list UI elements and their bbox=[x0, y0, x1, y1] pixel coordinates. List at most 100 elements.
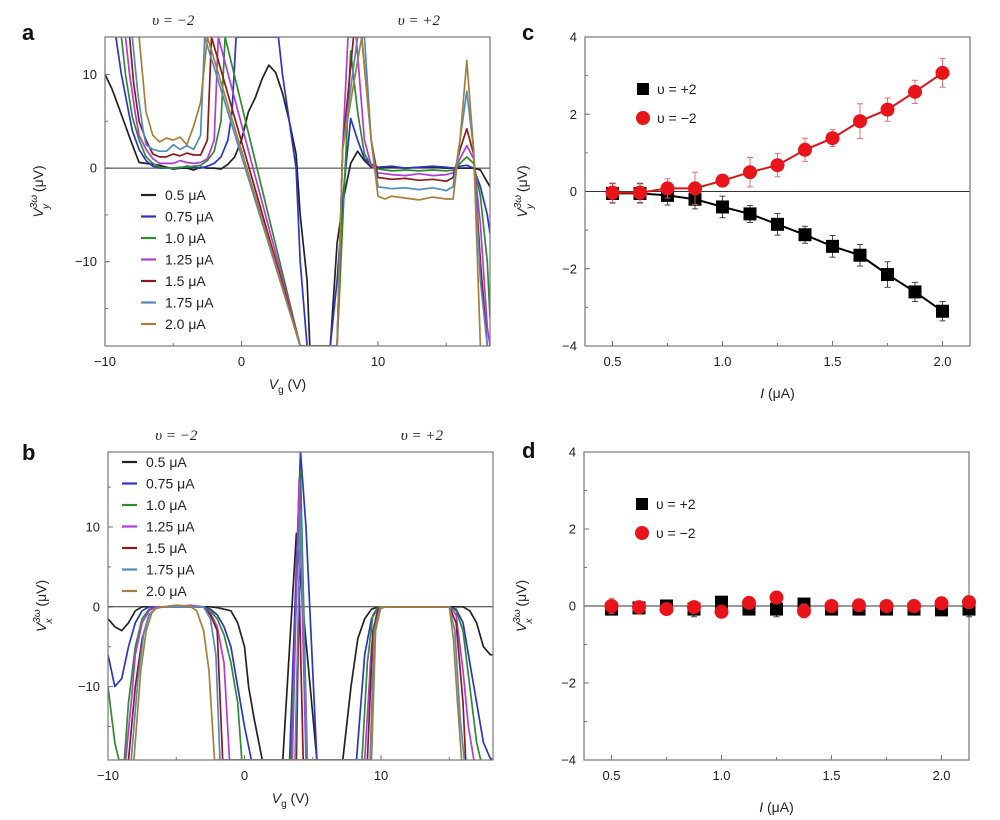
filling-factor-label: υ = +2 bbox=[398, 13, 441, 29]
filling-factor-label: υ = +2 bbox=[401, 428, 444, 444]
panel-letter-d: d bbox=[522, 438, 535, 463]
x-tick-label: −10 bbox=[94, 354, 116, 369]
x-tick-label: 1.0 bbox=[712, 768, 730, 783]
data-point-circle bbox=[798, 142, 812, 157]
x-tick-label: −10 bbox=[97, 768, 119, 783]
plot-frame bbox=[104, 36, 491, 347]
data-point-circle bbox=[879, 599, 894, 613]
data-point-circle bbox=[853, 114, 867, 129]
panel-d-chart: 0.5 1.0 1.5 2.0 −4 −2 0 2 4 υ = +2 υ = −2 I (μA) V3ω… bbox=[512, 445, 976, 815]
x-tick-label: 10 bbox=[371, 354, 385, 369]
data-point-circle bbox=[825, 131, 840, 146]
data-point-circle bbox=[962, 595, 976, 610]
y-tick-label: 0 bbox=[90, 161, 97, 176]
data-point-circle bbox=[688, 181, 702, 196]
data-point-circle bbox=[935, 65, 950, 80]
y-tick-label: −10 bbox=[78, 679, 100, 694]
filling-factor-label: υ = −2 bbox=[152, 13, 195, 29]
legend-label: 1.0 μA bbox=[165, 230, 206, 246]
plot-frame bbox=[107, 451, 494, 761]
data-point-circle bbox=[660, 181, 675, 196]
legend-label: 2.0 μA bbox=[146, 583, 187, 599]
data-point-square bbox=[853, 248, 867, 262]
data-point-square bbox=[770, 602, 783, 616]
y-tick-label: 10 bbox=[83, 67, 97, 82]
data-point-square bbox=[881, 268, 894, 282]
data-point-square bbox=[826, 239, 839, 253]
data-point-circle bbox=[632, 600, 646, 615]
y-tick-label: 10 bbox=[86, 520, 100, 535]
legend-label: 1.0 μA bbox=[146, 497, 187, 513]
y-tick-label: −10 bbox=[75, 254, 97, 269]
panel-c-chart: 0.5 1.0 1.5 2.0 −4 −2 0 2 4 υ = +2 υ = −2 I (μA) V3ω… bbox=[513, 30, 971, 401]
legend-label: 1.25 μA bbox=[165, 252, 214, 268]
legend-marker-square bbox=[636, 498, 648, 510]
y-tick-label: −2 bbox=[562, 261, 577, 276]
y-axis-label: V3ωx (μV) bbox=[32, 580, 55, 632]
y-axis-label: V3ωy (μV) bbox=[513, 165, 536, 217]
x-tick-label: 0.5 bbox=[603, 354, 621, 369]
legend-label: 1.5 μA bbox=[146, 540, 187, 556]
panel-b-chart: −10 0 10 −10 0 10 υ = −2 υ = +2 0.5 μA 0.75 μA 1.0… bbox=[32, 428, 494, 810]
data-point-circle bbox=[852, 598, 866, 613]
data-point-square bbox=[715, 595, 728, 609]
legend-label: 0.75 μA bbox=[165, 209, 214, 225]
x-tick-label: 1.5 bbox=[822, 768, 840, 783]
legend-marker-circle bbox=[635, 526, 649, 540]
data-point-square bbox=[716, 200, 729, 214]
data-point-circle bbox=[687, 600, 701, 615]
series-group bbox=[105, 37, 490, 346]
x-tick-label: 0 bbox=[238, 354, 245, 369]
legend-label: 0.75 μA bbox=[146, 476, 195, 492]
y-tick-label: −4 bbox=[561, 753, 576, 768]
data-point-circle bbox=[908, 84, 922, 99]
data-point-circle bbox=[742, 595, 756, 610]
legend-label: 1.75 μA bbox=[146, 562, 195, 578]
series-line-2-0A bbox=[138, 37, 482, 346]
y-tick-label: 0 bbox=[569, 599, 576, 614]
y-tick-label: 2 bbox=[570, 107, 577, 122]
data-point-circle bbox=[907, 599, 921, 613]
data-point-square bbox=[771, 217, 784, 231]
x-tick-label: 10 bbox=[374, 768, 388, 783]
panel-a-chart: −10 0 10 −10 0 10 υ = −2 υ = +2 0.5 μA 0.75 μA 1.0… bbox=[29, 13, 491, 396]
x-tick-label: 2.0 bbox=[933, 354, 951, 369]
legend-marker-circle bbox=[636, 111, 650, 125]
legend-label: 1.75 μA bbox=[165, 295, 214, 311]
data-point-circle bbox=[797, 604, 811, 619]
y-axis-label: V3ωy (μV) bbox=[29, 165, 52, 217]
plot-frame bbox=[584, 36, 971, 347]
legend-label: 0.5 μA bbox=[165, 187, 206, 203]
legend-label: υ = −2 bbox=[657, 110, 697, 126]
data-point-circle bbox=[880, 102, 895, 117]
series-line-1-0A bbox=[120, 37, 490, 346]
data-point-square bbox=[743, 207, 757, 221]
y-tick-label: 4 bbox=[569, 445, 576, 460]
legend-label: 1.5 μA bbox=[165, 273, 206, 289]
x-tick-label: 0.5 bbox=[602, 768, 620, 783]
x-axis-label: I (μA) bbox=[760, 385, 795, 401]
y-tick-label: 0 bbox=[93, 599, 100, 614]
series-group bbox=[108, 452, 493, 760]
data-point-circle bbox=[934, 596, 949, 611]
fit-line bbox=[612, 192, 944, 313]
y-axis-label: V3ωx (μV) bbox=[512, 580, 535, 632]
data-point-square bbox=[798, 228, 812, 242]
data-point-circle bbox=[770, 158, 785, 173]
panel-letter-c: c bbox=[522, 20, 534, 45]
panel-letter-b: b bbox=[22, 440, 35, 465]
series-line-1-5A bbox=[128, 37, 489, 346]
data-point-square bbox=[908, 285, 922, 299]
data-point-circle bbox=[633, 185, 647, 200]
x-axis-label: I (μA) bbox=[759, 799, 794, 815]
series-line-0-75A bbox=[108, 452, 493, 760]
legend-label: υ = −2 bbox=[656, 525, 696, 541]
legend-label: υ = +2 bbox=[657, 81, 697, 97]
data-point-circle bbox=[769, 590, 784, 605]
legend-marker-square bbox=[637, 83, 649, 95]
x-tick-label: 1.0 bbox=[713, 354, 731, 369]
data-point-circle bbox=[714, 604, 729, 619]
data-point-circle bbox=[715, 173, 730, 188]
panel-letter-a: a bbox=[22, 20, 35, 45]
